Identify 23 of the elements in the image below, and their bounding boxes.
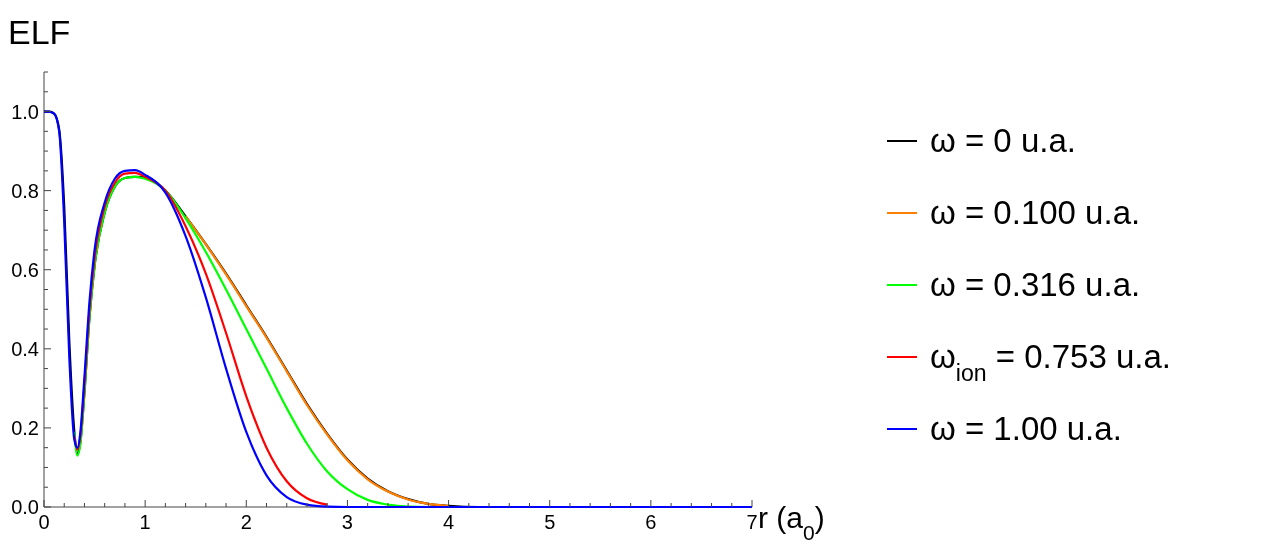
y-tick-label: 0.4 [11,337,39,360]
y-tick-label: 0.0 [11,496,39,518]
y-tick-label: 1.0 [11,100,39,123]
x-axis-title: r (a$_{0}$) [758,501,825,544]
legend-label: ω$_{ion}$ = 0.753 u.a. [930,338,1171,386]
x-tick-label: 2 [240,511,252,533]
x-tick-label: 6 [645,511,657,533]
chart-title: ELF [8,13,71,51]
legend-label: ω = 1.00 u.a. [930,410,1122,447]
x-tick-label: 5 [544,511,556,533]
legend-label: ω = 0.100 u.a. [930,194,1141,231]
x-tick-label: 4 [443,511,455,533]
x-tick-label: 1 [139,511,151,533]
y-tick-label: 0.8 [11,179,39,202]
y-tick-label: 0.6 [11,258,39,281]
x-tick-label: 0 [38,511,50,533]
y-tick-label: 0.2 [11,416,39,439]
line-series [73,171,329,506]
x-tick-label: 3 [341,511,353,533]
x-tick-label: 7 [746,511,758,533]
line-series [184,215,450,507]
legend-label: ω = 0.316 u.a. [930,266,1141,303]
legend-label: ω = 0 u.a. [930,122,1076,159]
